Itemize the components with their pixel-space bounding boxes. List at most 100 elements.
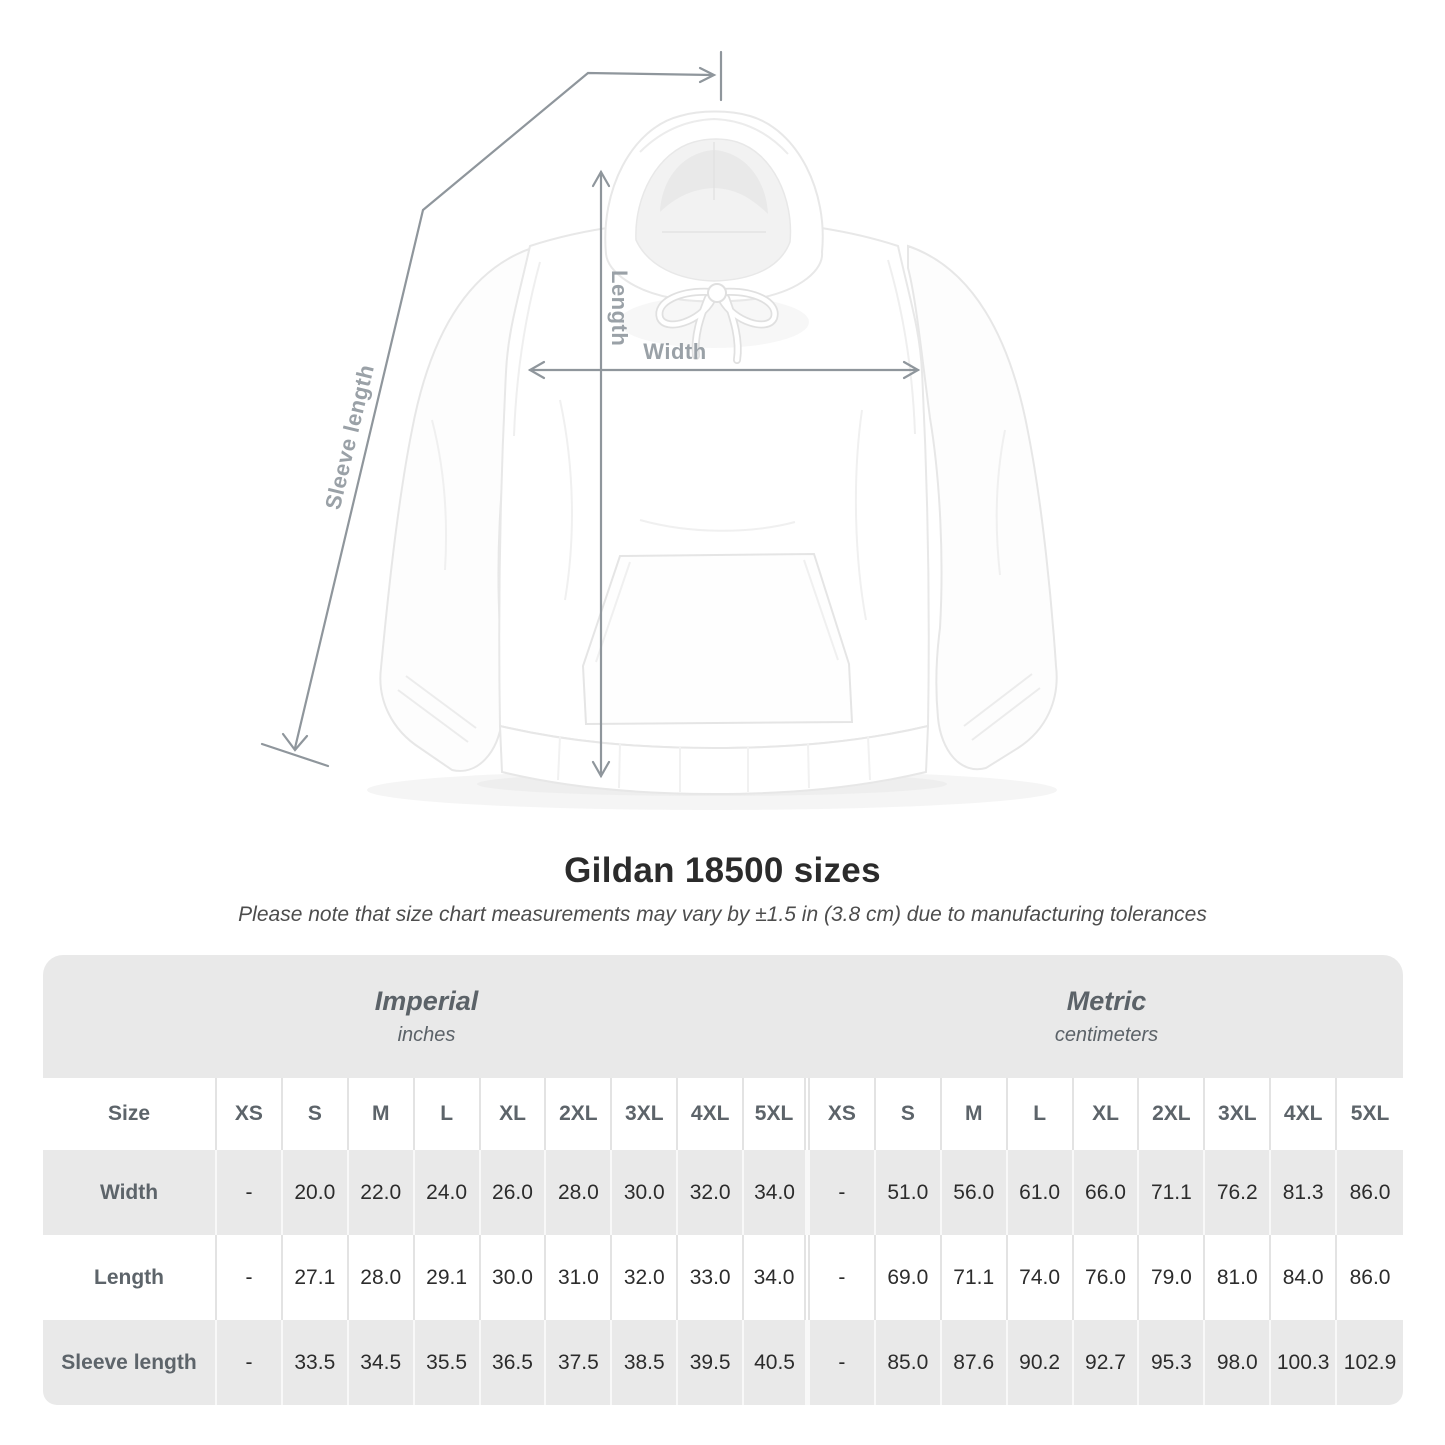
- metric-size-header: L: [1008, 1078, 1074, 1150]
- width-right-arrowhead: [902, 360, 921, 380]
- length-metric-value: 71.1: [942, 1235, 1008, 1320]
- imperial-size-header: XL: [481, 1078, 547, 1150]
- metric-size-header: 2XL: [1139, 1078, 1206, 1150]
- length-metric-value: 74.0: [1008, 1235, 1074, 1320]
- length-metric-value: 86.0: [1349, 1265, 1391, 1289]
- imperial-size-header: 3XL: [612, 1078, 679, 1150]
- drawstring-core: [657, 289, 777, 363]
- left-armhole-seam: [513, 261, 541, 437]
- width-metric-value: -: [810, 1150, 876, 1235]
- sleeve-imperial-value: 35.5: [415, 1320, 481, 1405]
- length-metric-value: 79.0: [1139, 1235, 1206, 1320]
- sleeve-imperial-value: 34.5: [349, 1320, 415, 1405]
- metric-size-header: 5XL: [1350, 1102, 1390, 1125]
- hoodie-diagram: Length Width Sleeve length: [260, 50, 1058, 796]
- sleeve-metric-value: 87.6: [942, 1320, 1008, 1405]
- hoodie-illustration: [260, 50, 1058, 796]
- width-metric-value: 81.3: [1271, 1150, 1338, 1235]
- width-metric-value: 56.0: [942, 1150, 1008, 1235]
- width-metric-value: 76.2: [1205, 1150, 1272, 1235]
- chest-shadow: [619, 296, 809, 348]
- metric-size-header: XL: [1074, 1078, 1140, 1150]
- width-left-arrowhead: [527, 360, 546, 380]
- measurement-lines: [260, 50, 921, 779]
- sleeve-bottom-arrowhead: [281, 732, 309, 752]
- metric-size-header: M: [942, 1078, 1008, 1150]
- size-table: Imperial inches Metric centimeters Size …: [43, 955, 1403, 1405]
- size-header-row: Size XS S M L XL 2XL 3XL 4XL 5XL XS S M …: [43, 1078, 1403, 1150]
- sleeve-imperial-value: 33.5: [283, 1320, 349, 1405]
- imperial-size-header: XS: [217, 1078, 283, 1150]
- sleeve-length-line: [293, 71, 714, 750]
- length-imperial-value: -: [217, 1235, 283, 1320]
- sleeve-bottom-tick: [260, 742, 330, 768]
- metric-size-header: S: [876, 1078, 942, 1150]
- metric-group-unit: centimeters: [1054, 1024, 1159, 1046]
- length-imperial-value: 30.0: [481, 1235, 547, 1320]
- length-imperial-value: 33.0: [678, 1235, 745, 1320]
- sleeve-metric-value: 92.7: [1074, 1320, 1140, 1405]
- kangaroo-pocket: [581, 552, 854, 726]
- width-metric-value: 61.0: [1008, 1150, 1074, 1235]
- width-metric-value: 66.0: [1074, 1150, 1140, 1235]
- sleeve-metric-value: 90.2: [1008, 1320, 1074, 1405]
- fabric-wrinkles: [431, 399, 1006, 621]
- width-imperial-value: 30.0: [612, 1150, 679, 1235]
- length-top-arrowhead: [591, 169, 611, 188]
- sleeve-metric-value: 100.3: [1271, 1320, 1338, 1405]
- sleeve-metric-value: -: [810, 1320, 876, 1405]
- length-imperial-value: 34.0: [744, 1235, 810, 1320]
- length-bottom-arrowhead: [591, 760, 611, 779]
- metric-size-header: XS: [810, 1078, 876, 1150]
- metric-size-header: 3XL: [1205, 1078, 1272, 1150]
- length-imperial-value: 28.0: [349, 1235, 415, 1320]
- page-title: Gildan 18500 sizes: [564, 851, 881, 890]
- length-imperial-value: 29.1: [415, 1235, 481, 1320]
- width-metric-value: 71.1: [1139, 1150, 1206, 1235]
- sleeve-imperial-value: 38.5: [612, 1320, 679, 1405]
- hood-rolled-edge: [639, 117, 789, 155]
- metric-group-label: Metric: [1066, 986, 1147, 1016]
- unit-group-band: Imperial inches Metric centimeters: [43, 955, 1403, 1078]
- width-imperial-value: 24.0: [415, 1150, 481, 1235]
- width-imperial-value: 32.0: [678, 1150, 745, 1235]
- sleeve-imperial-value: 39.5: [678, 1320, 745, 1405]
- sleeve-metric-value: 98.0: [1205, 1320, 1272, 1405]
- sleeve-imperial-value: 36.5: [481, 1320, 547, 1405]
- right-sleeve: [907, 244, 1058, 771]
- width-metric-value: 86.0: [1349, 1180, 1391, 1204]
- sleeve-imperial-value: 37.5: [546, 1320, 613, 1405]
- imperial-group-label: Imperial: [374, 986, 479, 1016]
- sleeve-metric-value: 95.3: [1139, 1320, 1206, 1405]
- width-metric-value: 51.0: [876, 1150, 942, 1235]
- sleeve-imperial-value: 40.5: [744, 1320, 810, 1405]
- right-armhole-seam: [887, 259, 916, 435]
- row-label-length: Length: [43, 1235, 217, 1320]
- imperial-group-unit: inches: [397, 1024, 456, 1046]
- metric-group-header: Metric centimeters: [810, 955, 1403, 1078]
- width-annotation: Width: [643, 339, 707, 364]
- width-imperial-value: 34.0: [744, 1150, 810, 1235]
- length-annotation: Length: [607, 270, 632, 347]
- imperial-size-header: 2XL: [546, 1078, 613, 1150]
- imperial-size-header: S: [283, 1078, 349, 1150]
- length-row: Length - 27.1 28.0 29.1 30.0 31.0 32.0 3…: [43, 1235, 1403, 1320]
- imperial-size-header: M: [349, 1078, 415, 1150]
- metric-size-header: 4XL: [1271, 1078, 1338, 1150]
- length-imperial-value: 31.0: [546, 1235, 613, 1320]
- imperial-group-header: Imperial inches: [43, 955, 810, 1078]
- imperial-size-header: L: [415, 1078, 481, 1150]
- tolerance-note: Please note that size chart measurements…: [238, 903, 1207, 926]
- imperial-size-header: 4XL: [678, 1078, 745, 1150]
- length-metric-value: 81.0: [1205, 1235, 1272, 1320]
- hood-seams: [662, 142, 766, 233]
- width-imperial-value: 22.0: [349, 1150, 415, 1235]
- length-imperial-value: 27.1: [283, 1235, 349, 1320]
- width-imperial-value: -: [217, 1150, 283, 1235]
- length-metric-value: 84.0: [1271, 1235, 1338, 1320]
- length-metric-value: -: [810, 1235, 876, 1320]
- length-imperial-value: 32.0: [612, 1235, 679, 1320]
- hem-ribs: [557, 735, 871, 792]
- sleeve-length-row: Sleeve length - 33.5 34.5 35.5 36.5 37.5…: [43, 1320, 1403, 1405]
